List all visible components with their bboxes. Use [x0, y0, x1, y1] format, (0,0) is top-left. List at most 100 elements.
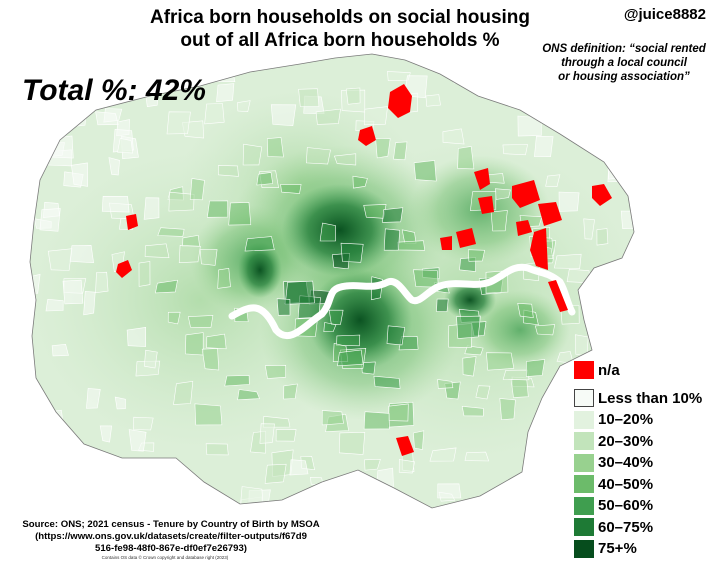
msoa-area: [632, 191, 634, 207]
definition-line: through a local council: [561, 57, 687, 69]
msoa-area: [244, 236, 275, 252]
msoa-area: [275, 429, 297, 442]
msoa-area: [315, 108, 341, 125]
msoa-area: [314, 483, 345, 493]
msoa-area: [51, 343, 69, 357]
msoa-area: [596, 228, 609, 246]
msoa-area: [396, 240, 426, 251]
msoa-area: [298, 88, 320, 107]
na-areas: [116, 84, 612, 456]
msoa-area: [199, 249, 218, 266]
legend-swatch: [574, 518, 594, 536]
source-line: (https://www.ons.gov.uk/datasets/create/…: [35, 531, 307, 542]
msoa-area: [345, 87, 361, 105]
legend-item-60-75: 60–75%: [574, 517, 702, 537]
msoa-area: [205, 443, 229, 456]
msoa-area: [103, 463, 122, 487]
msoa-area: [163, 469, 186, 482]
msoa-area: [69, 472, 97, 484]
msoa-area: [256, 172, 274, 186]
msoa-area: [363, 411, 390, 430]
msoa-area: [614, 159, 630, 174]
msoa-area: [43, 493, 71, 508]
msoa-area: [583, 298, 599, 317]
legend-label: Less than 10%: [598, 389, 703, 407]
na-area: [116, 260, 132, 278]
msoa-area: [388, 403, 409, 422]
legend-item-50-60: 50–60%: [574, 496, 702, 516]
msoa-area: [578, 99, 594, 118]
legend-item-na: n/a: [574, 360, 702, 380]
msoa-area: [337, 349, 364, 367]
msoa-area: [606, 285, 625, 306]
legend-swatch: [574, 361, 594, 379]
msoa-area: [215, 68, 236, 83]
msoa-area: [583, 218, 595, 240]
msoa-area: [525, 359, 546, 377]
msoa-area: [383, 228, 401, 251]
msoa-area: [264, 364, 286, 379]
na-area: [440, 236, 452, 250]
msoa-area: [363, 204, 387, 219]
msoa-area: [123, 62, 155, 76]
na-area: [516, 220, 532, 236]
msoa-area: [475, 385, 491, 400]
msoa-area: [437, 379, 454, 389]
msoa-area: [95, 271, 109, 294]
msoa-area: [361, 361, 376, 375]
msoa-area: [99, 425, 113, 443]
na-area: [592, 184, 612, 206]
na-area: [530, 228, 548, 270]
msoa-area: [413, 430, 425, 450]
msoa-area: [144, 349, 158, 369]
msoa-area: [534, 135, 554, 158]
msoa-area: [173, 380, 194, 405]
copyright-note: Contains OS data © Crown copyright and d…: [101, 555, 229, 560]
msoa-area: [551, 468, 565, 482]
na-area: [548, 280, 568, 312]
msoa-area: [456, 315, 481, 339]
msoa-area: [178, 244, 201, 264]
msoa-area: [206, 200, 229, 218]
msoa-area: [490, 210, 508, 232]
msoa-area: [328, 309, 344, 326]
msoa-area: [242, 143, 263, 166]
msoa-area: [265, 57, 278, 68]
msoa-area: [539, 434, 567, 453]
legend-label: 50–60%: [598, 497, 654, 514]
legend-item-20-30: 20–30%: [574, 431, 702, 451]
msoa-area: [413, 160, 437, 182]
msoa-area: [71, 162, 89, 187]
msoa-area: [31, 482, 44, 506]
msoa-area: [167, 311, 181, 325]
legend-swatch: [574, 475, 594, 493]
title-line-2: out of all Africa born households %: [180, 30, 500, 51]
total-percentage: Total %: 42%: [22, 74, 206, 107]
msoa-area: [386, 325, 406, 346]
msoa-area: [373, 375, 401, 389]
msoa-area: [128, 429, 147, 452]
msoa-area: [202, 54, 225, 69]
legend-swatch: [574, 496, 594, 515]
na-area: [456, 228, 476, 248]
msoa-area: [69, 244, 94, 264]
msoa-area: [517, 115, 542, 137]
msoa-area: [168, 191, 195, 212]
source-note: Source: ONS; 2021 census - Tenure by Cou…: [6, 519, 336, 555]
author-handle: @juice8882: [623, 6, 706, 23]
msoa-area: [336, 334, 361, 347]
msoa-area: [321, 410, 344, 426]
msoa-area: [101, 195, 130, 213]
msoa-area: [566, 268, 591, 284]
area-shading-blob: [238, 242, 282, 298]
msoa-area: [323, 322, 337, 333]
msoa-area: [502, 144, 528, 156]
msoa-area: [436, 298, 449, 312]
source-line: 516-fe98-48f0-867e-df0ef7e26793): [95, 543, 247, 554]
msoa-area: [533, 436, 556, 448]
msoa-area: [166, 111, 191, 135]
msoa-area: [499, 398, 516, 421]
msoa-area: [315, 486, 339, 503]
msoa-area: [468, 249, 485, 262]
